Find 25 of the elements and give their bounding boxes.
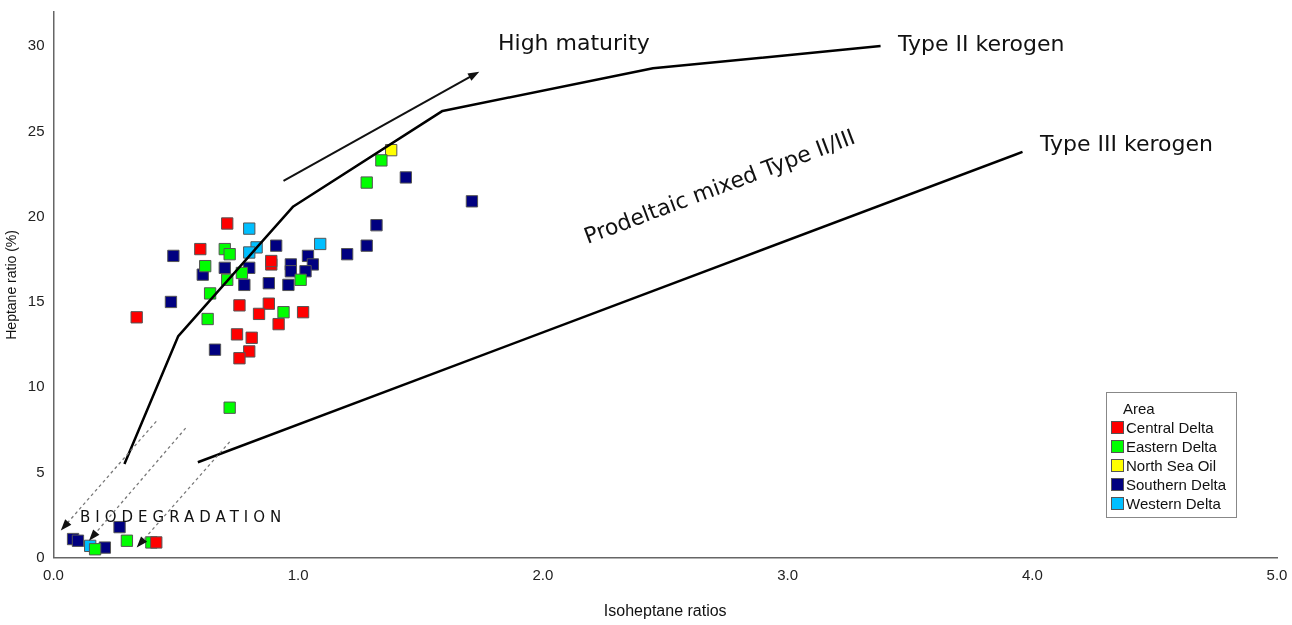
y-tick-label: 20 [27, 206, 45, 224]
y-tick-label: 15 [27, 292, 45, 310]
legend-title: Area [1122, 398, 1156, 418]
legend-label: Western Delta [1126, 494, 1221, 512]
x-tick-label: 4.0 [1021, 565, 1043, 583]
x-tick-label: 2.0 [532, 565, 554, 583]
annotation: Type II kerogen [897, 30, 1065, 56]
legend-label: Southern Delta [1126, 475, 1227, 493]
y-tick-label: 5 [36, 462, 45, 480]
annotation: BIODEGRADATION [80, 507, 287, 526]
x-tick-label: 1.0 [287, 565, 309, 583]
annotation: High maturity [498, 29, 650, 55]
y-tick-label: 10 [27, 377, 45, 395]
legend-label: Central Delta [1126, 418, 1214, 436]
annotation: Type III kerogen [1039, 130, 1213, 156]
y-tick-label: 30 [27, 36, 45, 54]
legend-label: Eastern Delta [1126, 437, 1217, 455]
legend-label: North Sea Oil [1126, 456, 1217, 474]
x-tick-label: 5.0 [1266, 565, 1288, 583]
y-tick-label: 0 [36, 547, 45, 565]
y-tick-label: 25 [27, 121, 45, 139]
x-axis-title: Isoheptane ratios [603, 601, 727, 619]
x-tick-label: 3.0 [777, 565, 799, 583]
y-axis-title: Heptane ratio (%) [3, 230, 20, 340]
x-tick-label: 0.0 [43, 565, 64, 583]
